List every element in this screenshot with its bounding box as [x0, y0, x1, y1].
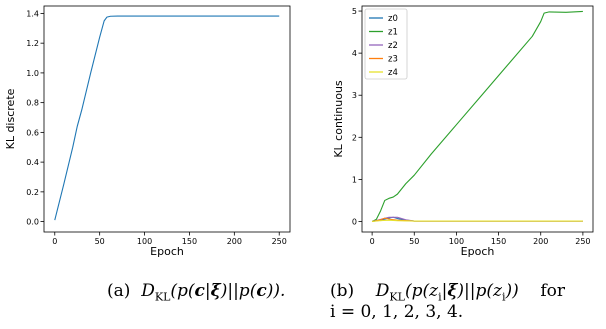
plot-frame	[43, 5, 291, 233]
y-tick-label: 4	[352, 49, 357, 58]
x-tick-label: 250	[272, 237, 287, 246]
x-tick-label: 50	[95, 237, 105, 246]
y-tick-label: 0.0	[26, 218, 39, 227]
y-tick-label: 0.4	[26, 158, 39, 167]
series-line-z4	[372, 219, 583, 223]
x-tick-label: 0	[52, 237, 57, 246]
y-tick-label: 3	[352, 91, 357, 100]
x-tick-label: 200	[533, 237, 548, 246]
x-tick-label: 200	[227, 237, 242, 246]
x-tick-label: 0	[370, 237, 375, 246]
y-tick-label: 0	[352, 217, 357, 226]
caption-a-formula: DKL(p(c|ξ)||p(c)).	[141, 281, 286, 304]
y-tick-label: 1.0	[26, 69, 39, 78]
x-axis-label: Epoch	[461, 245, 495, 258]
x-tick-label: 150	[491, 237, 506, 246]
y-tick-label: 5	[352, 7, 357, 16]
y-tick-label: 0.2	[26, 188, 39, 197]
legend-box	[364, 8, 408, 80]
legend-label-z2: z2	[388, 41, 398, 51]
y-tick-label: 2	[352, 133, 357, 142]
x-tick-label: 150	[182, 237, 197, 246]
legend-label-z1: z1	[388, 28, 398, 38]
x-tick-label: 100	[449, 237, 464, 246]
chart-kl-continuous: 0 50 100 150 200 250 0 1 2 3 4 5 Epoch KL continuous z…	[332, 5, 594, 258]
y-tick-label: 1	[352, 175, 357, 184]
x-axis-label: Epoch	[150, 245, 184, 258]
legend-label-z3: z3	[388, 55, 398, 65]
caption-a: (a) DKL(p(c|ξ)||p(c)).	[107, 280, 285, 308]
legend-label-z0: z0	[388, 14, 398, 24]
x-tick-label: 100	[137, 237, 152, 246]
y-tick-label: 1.4	[26, 9, 39, 18]
caption-b-line2: i = 0, 1, 2, 3, 4.	[330, 302, 464, 322]
y-axis-label: KL continuous	[332, 80, 345, 158]
y-tick-label: 1.2	[26, 39, 39, 48]
y-tick-label: 0.6	[26, 128, 39, 137]
caption-b-prefix: (b)	[330, 281, 355, 301]
x-tick-label: 250	[575, 237, 590, 246]
series-line-series-0	[54, 15, 280, 221]
plot-frame	[361, 5, 594, 233]
series-line-z1	[371, 10, 583, 222]
caption-b-formula: DKL(p(zi|ξ)||p(zi))	[375, 281, 519, 304]
y-tick-label: 0.8	[26, 99, 39, 108]
caption-b-suffix: for	[540, 281, 566, 301]
legend-label-z4: z4	[388, 68, 398, 78]
x-tick-label: 50	[409, 237, 419, 246]
caption-a-prefix: (a)	[107, 281, 131, 301]
y-axis-label: KL discrete	[4, 88, 17, 149]
chart-kl-discrete: 0 50 100 150 200 250 0.0 0.2 0.4 0.6 0.8 1.0 1.2 1.4 E…	[4, 5, 291, 258]
caption-b: (b) DKL(p(zi|ξ)||p(zi)) for	[330, 280, 565, 308]
